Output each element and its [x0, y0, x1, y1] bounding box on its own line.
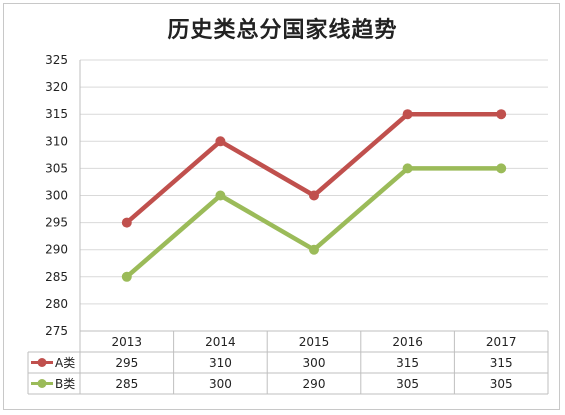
y-tick-label: 305: [45, 161, 68, 175]
data-table: 2013 2014 2015 2016 2017 A类 295 310 300 315 315 B类 2…: [27, 60, 549, 395]
y-tick-label: 325: [45, 53, 68, 67]
series-lines: [121, 109, 507, 282]
category-label: 2014: [205, 335, 236, 349]
legend-series-name: A类: [55, 356, 75, 370]
data-table-value: 285: [115, 377, 138, 391]
data-table-value: 300: [303, 356, 326, 370]
data-point: [402, 163, 413, 174]
chart-frame: [3, 3, 560, 410]
y-axis-ticks: 275 280 285 290 295 300 305 310 315 320 325: [45, 53, 68, 338]
data-table-value: 305: [490, 377, 513, 391]
data-table-value: 295: [115, 356, 138, 370]
y-tick-label: 295: [45, 216, 68, 230]
data-point: [121, 271, 132, 282]
y-tick-label: 315: [45, 107, 68, 121]
data-point: [215, 190, 226, 201]
chart-title: 历史类总分国家线趋势: [167, 17, 398, 43]
data-table-value: 310: [209, 356, 232, 370]
y-tick-label: 280: [45, 297, 68, 311]
legend-key-marker: [37, 379, 47, 388]
data-point: [121, 217, 132, 228]
legend-key-marker: [37, 358, 47, 367]
category-label: 2013: [112, 335, 143, 349]
data-table-value: 300: [209, 377, 232, 391]
category-label: 2015: [299, 335, 330, 349]
legend-series-name: B类: [55, 377, 75, 391]
data-table-value: 315: [490, 356, 513, 370]
category-label: 2016: [392, 335, 423, 349]
y-tick-label: 320: [45, 80, 68, 94]
y-tick-label: 285: [45, 270, 68, 284]
y-tick-label: 275: [45, 324, 68, 338]
data-table-value: 315: [396, 356, 419, 370]
data-point: [309, 244, 319, 255]
data-table-value: 290: [303, 377, 326, 391]
y-tick-label: 290: [45, 243, 68, 257]
data-point: [309, 190, 319, 201]
data-point: [496, 109, 507, 120]
y-tick-label: 310: [45, 134, 68, 148]
y-tick-label: 300: [45, 189, 68, 203]
data-table-value: 305: [396, 377, 419, 391]
data-point: [215, 136, 226, 147]
data-point: [402, 109, 413, 120]
category-label: 2017: [486, 335, 517, 349]
data-point: [496, 163, 507, 174]
